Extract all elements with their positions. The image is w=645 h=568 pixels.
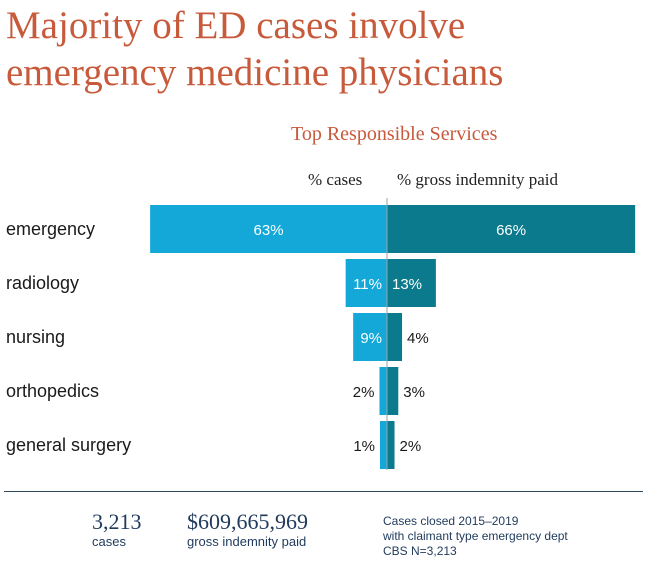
note-line-3: CBS N=3,213 [383, 544, 457, 558]
label-indemnity-radiology: 13% [392, 276, 422, 293]
bar-cases-emergency [150, 205, 387, 253]
indemnity-total: $609,665,969 [187, 509, 308, 534]
category-label-orthopedics: orthopedics [6, 381, 99, 401]
category-label-emergency: emergency [6, 219, 95, 239]
legend-cases: % cases [308, 170, 363, 189]
label-cases-emergency: 63% [254, 222, 284, 239]
source-note: Cases closed 2015–2019 with claimant typ… [383, 514, 638, 559]
bars-group: emergency 63% 66% radiology 11% 13% nursing 9% 4… [6, 205, 636, 469]
category-label-general-surgery: general surgery [6, 435, 131, 455]
headline: Majority of ED cases involve emergency m… [6, 2, 641, 96]
note-line-1: Cases closed 2015–2019 [383, 514, 519, 528]
label-cases-general-surgery: 1% [353, 438, 375, 455]
bar-indemnity-nursing [387, 313, 403, 361]
headline-line-2: emergency medicine physicians [6, 51, 504, 94]
bar-cases-radiology [345, 259, 387, 307]
label-indemnity-emergency: 66% [496, 222, 526, 239]
indemnity-label: gross indemnity paid [187, 534, 307, 549]
chart-title: Top Responsible Services [291, 123, 498, 145]
bar-indemnity-orthopedics [387, 367, 399, 415]
bar-indemnity-general-surgery [387, 421, 395, 469]
label-indemnity-general-surgery: 2% [400, 438, 422, 455]
category-label-nursing: nursing [6, 327, 65, 347]
label-cases-orthopedics: 2% [353, 384, 375, 401]
bar-cases-general-surgery [380, 421, 387, 469]
headline-line-1: Majority of ED cases involve [6, 4, 466, 47]
bar-indemnity-emergency [387, 205, 636, 253]
cases-label: cases [92, 534, 126, 549]
bar-cases-orthopedics [379, 367, 387, 415]
bar-cases-nursing [353, 313, 387, 361]
bar-indemnity-radiology [387, 259, 436, 307]
cases-count: 3,213 [92, 509, 142, 534]
label-cases-nursing: 9% [360, 330, 382, 347]
label-indemnity-nursing: 4% [407, 330, 429, 347]
label-indemnity-orthopedics: 3% [403, 384, 425, 401]
note-line-2: with claimant type emergency dept [383, 529, 568, 543]
diverging-bar-chart: emergency 63% 66% radiology 11% 13% nursing 9% 4… [6, 198, 636, 470]
legend-indemnity: % gross indemnity paid [397, 170, 559, 189]
label-cases-radiology: 11% [353, 276, 382, 293]
footer-divider [4, 491, 643, 492]
category-label-radiology: radiology [6, 273, 79, 293]
